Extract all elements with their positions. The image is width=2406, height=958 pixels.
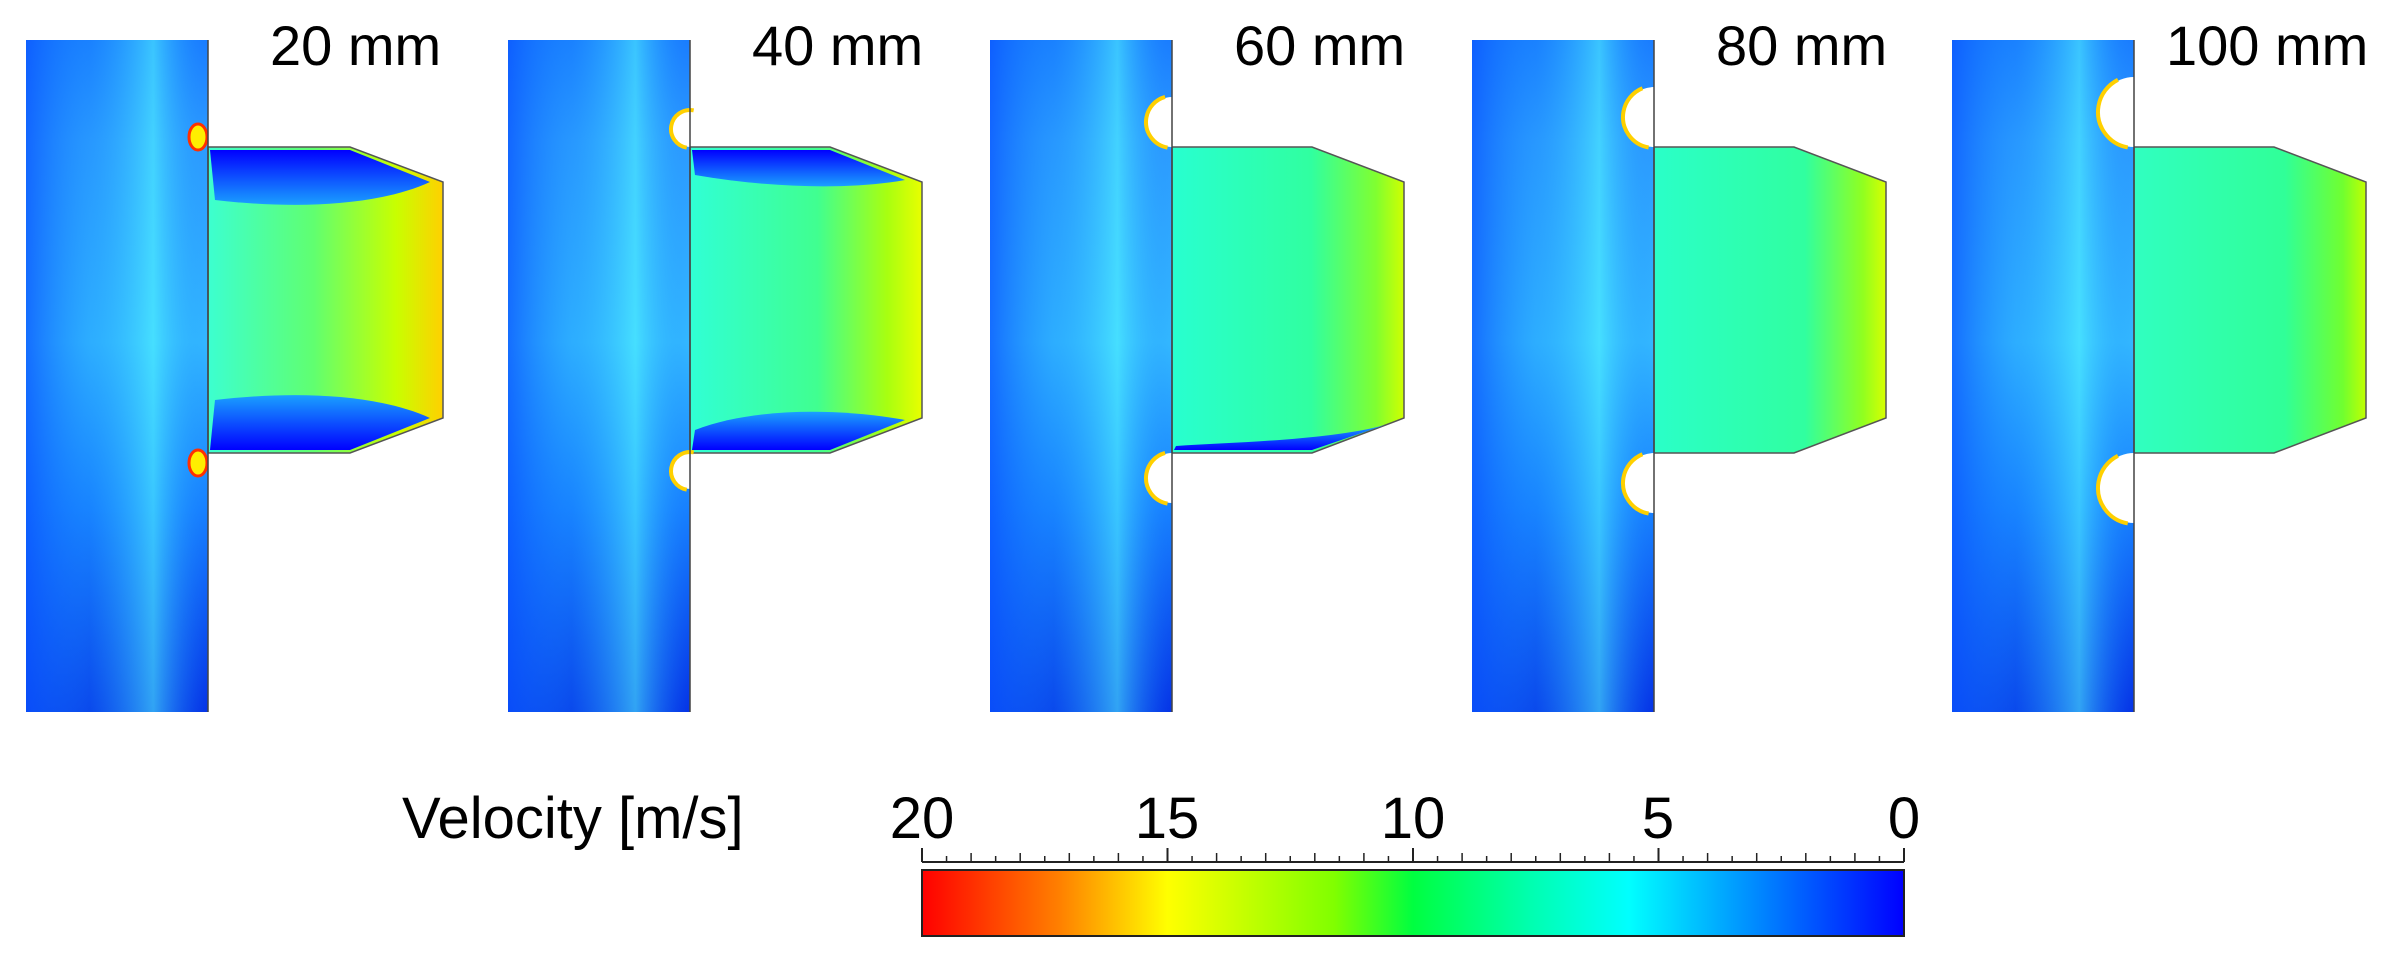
nozzle — [1653, 146, 1887, 454]
nozzle — [689, 146, 923, 454]
nozzle — [1171, 146, 1405, 454]
recirculation-zone-top — [210, 150, 430, 205]
panel-40mm — [508, 40, 923, 712]
inlet-hotspot-top — [187, 122, 209, 152]
inlet-hotspot-bottom — [187, 448, 209, 478]
panel-20mm — [26, 40, 444, 712]
colorbar-title: Velocity [m/s] — [402, 786, 744, 851]
panel-label-40mm: 40 mm — [752, 14, 924, 77]
colorbar-tick-label: 15 — [1134, 786, 1200, 851]
channel-shading — [990, 40, 1172, 712]
inlet-gap-bottom — [1147, 453, 1172, 503]
panel-60mm — [990, 40, 1405, 712]
panel-label-20mm: 20 mm — [270, 14, 442, 77]
channel-shading — [1952, 40, 2134, 712]
inlet-gap-top — [1624, 87, 1654, 147]
panel-label-60mm: 60 mm — [1234, 14, 1406, 77]
panel-80mm — [1472, 40, 1887, 712]
colorbar-tick-label: 0 — [1887, 786, 1921, 851]
channel-shading — [1472, 40, 1654, 712]
channel-shading — [26, 40, 208, 712]
recirculation-zone-bottom — [692, 411, 905, 450]
recirculation-zone-top — [692, 150, 905, 187]
inlet-gap-bottom — [2099, 453, 2134, 523]
panel-label-100mm: 100 mm — [2166, 14, 2369, 77]
recirculation-zone-bottom — [210, 395, 430, 450]
inlet-gap-top — [672, 111, 690, 147]
colorbar-ticks — [921, 848, 1905, 862]
panel-label-80mm: 80 mm — [1716, 14, 1888, 77]
inlet-gap-top — [2099, 77, 2134, 147]
channel-shading — [508, 40, 690, 712]
recirculation-zone-bottom — [1174, 425, 1385, 450]
colorbar-gradient — [921, 869, 1905, 937]
inlet-gap-top — [1147, 97, 1172, 147]
panel-100mm — [1952, 40, 2367, 712]
nozzle — [2133, 146, 2367, 454]
inlet-gap-bottom — [672, 453, 690, 489]
inlet-gap-bottom — [1624, 453, 1654, 513]
colorbar-tick-label: 10 — [1380, 786, 1446, 851]
colorbar — [921, 848, 1905, 937]
colorbar-tick-label: 20 — [889, 786, 955, 851]
colorbar-tick-label: 5 — [1641, 786, 1675, 851]
